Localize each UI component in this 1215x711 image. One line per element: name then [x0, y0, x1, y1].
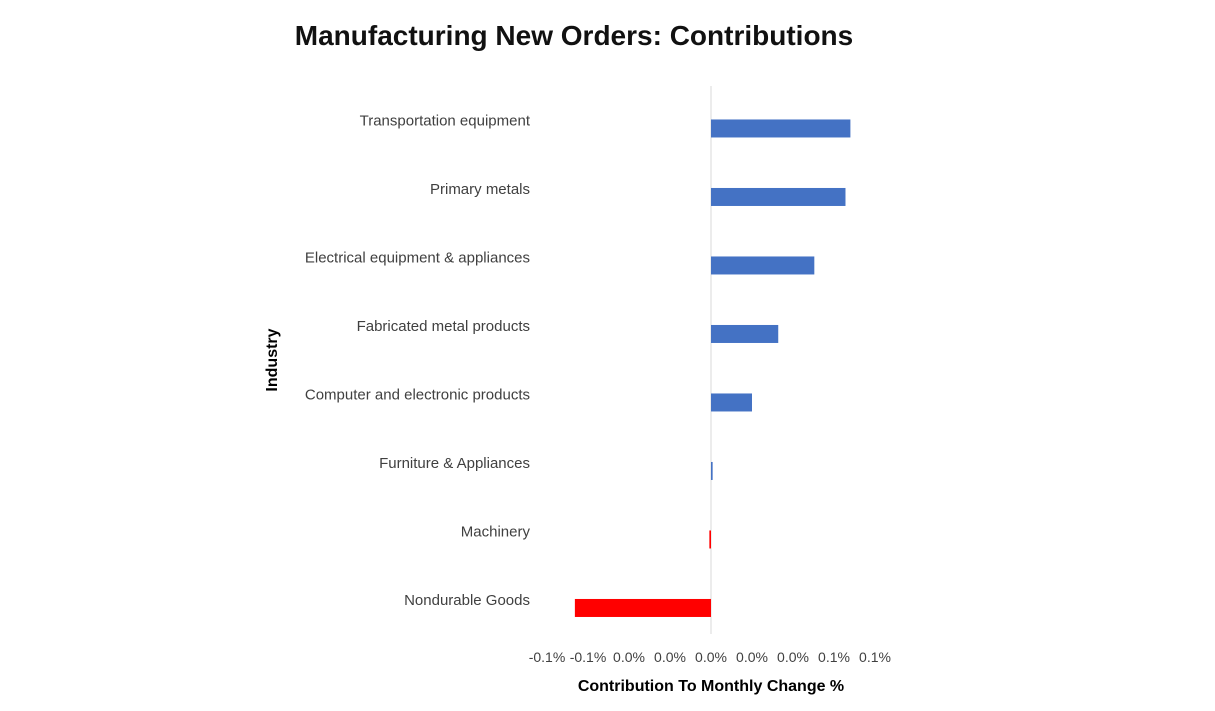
- category-label: Furniture & Appliances: [379, 455, 530, 472]
- category-label: Fabricated metal products: [357, 318, 530, 335]
- category-label: Transportation equipment: [360, 112, 531, 129]
- bar: [711, 393, 752, 412]
- category-label: Electrical equipment & appliances: [305, 249, 530, 266]
- bar: [711, 461, 713, 480]
- x-axis-title: Contribution To Monthly Change %: [578, 678, 844, 695]
- x-tick-label: 0.1%: [859, 649, 891, 665]
- bar: [709, 530, 711, 549]
- x-tick-label: 0.0%: [654, 649, 686, 665]
- bar: [711, 119, 851, 138]
- bar: [574, 598, 711, 617]
- x-tick-label: 0.0%: [736, 649, 768, 665]
- y-axis-title: Industry: [264, 328, 281, 391]
- bar: [711, 324, 779, 343]
- category-label: Computer and electronic products: [305, 386, 530, 403]
- chart-title: Manufacturing New Orders: Contributions: [295, 20, 853, 51]
- x-tick-label: -0.1%: [570, 649, 607, 665]
- bar: [711, 187, 846, 206]
- category-label: Machinery: [461, 523, 531, 540]
- x-tick-label: 0.1%: [818, 649, 850, 665]
- category-label: Nondurable Goods: [404, 592, 530, 609]
- x-tick-label: 0.0%: [777, 649, 809, 665]
- x-tick-label: -0.1%: [529, 649, 566, 665]
- x-tick-label: 0.0%: [613, 649, 645, 665]
- bar: [711, 256, 815, 275]
- x-tick-label: 0.0%: [695, 649, 727, 665]
- plot-area: Transportation equipment Primary metals El…: [305, 86, 891, 665]
- category-label: Primary metals: [430, 181, 530, 198]
